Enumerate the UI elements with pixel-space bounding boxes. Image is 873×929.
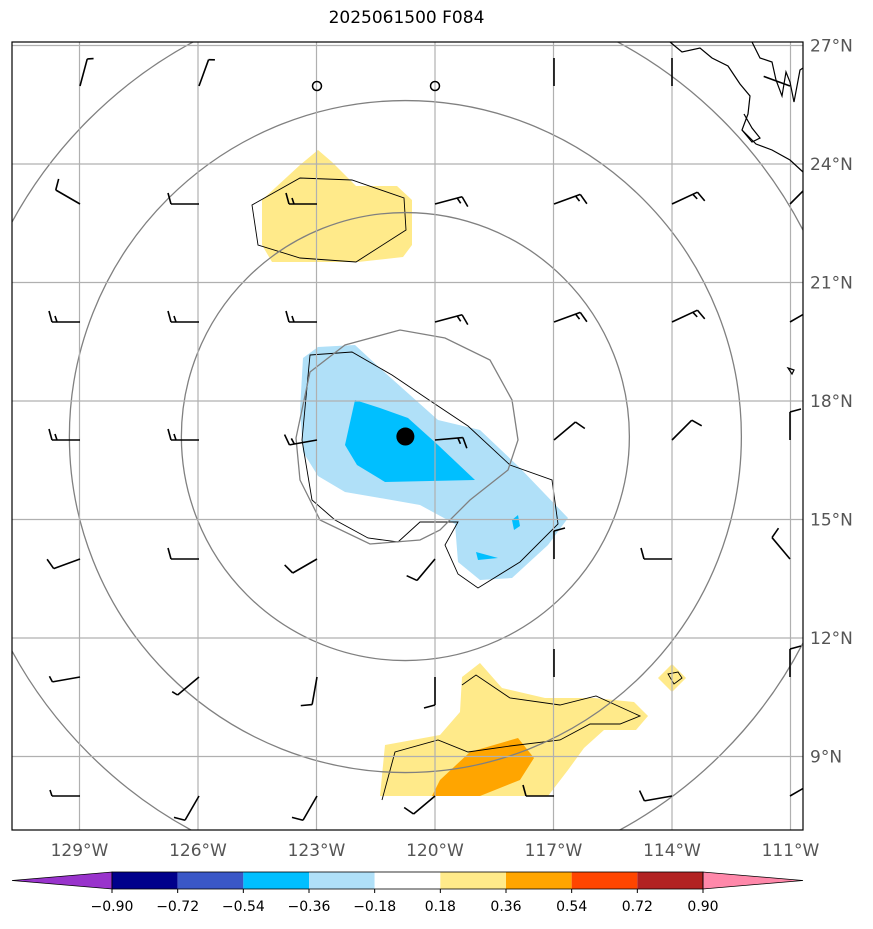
wind-barb — [291, 795, 318, 822]
longitude-label: 111°W — [762, 841, 820, 861]
wind-barb — [434, 313, 469, 326]
longitude-label: 120°W — [406, 841, 464, 861]
contour-lines — [251, 177, 683, 801]
colorbar-segment — [506, 872, 572, 889]
wind-barb — [48, 675, 81, 683]
wind-barbs — [46, 57, 803, 822]
colorbar-segment — [571, 872, 638, 889]
wind-barb — [789, 787, 803, 797]
wind-barb — [406, 558, 436, 582]
colorbar-label: −0.36 — [288, 899, 331, 915]
colorbar-label: 0.54 — [556, 899, 587, 915]
longitude-label: 126°W — [169, 841, 227, 861]
wind-barb — [671, 191, 706, 205]
wind-barb — [283, 434, 318, 446]
wind-barb — [171, 676, 200, 696]
calm-markers — [311, 80, 441, 92]
wind-barb — [167, 192, 199, 205]
wind-barb — [553, 193, 588, 205]
wind-barb — [173, 795, 200, 822]
wind-barb — [48, 428, 80, 441]
wind-barb — [638, 790, 673, 802]
wind-barb — [49, 789, 80, 797]
strong-negative-spot — [512, 515, 520, 530]
colorbar-label: 0.90 — [687, 899, 718, 915]
latitude-label: 15°N — [810, 511, 853, 531]
wind-barb — [198, 58, 215, 87]
wind-barb — [285, 192, 317, 205]
latitude-label: 21°N — [810, 274, 853, 294]
storm-center-marker — [396, 427, 415, 446]
wind-barb — [167, 310, 199, 323]
wind-barb — [434, 195, 469, 208]
wind-barb — [285, 310, 317, 323]
wind-barb — [553, 421, 586, 441]
map-border — [11, 41, 804, 831]
latitude-label: 27°N — [810, 37, 853, 57]
colorbar-label: 0.36 — [490, 899, 521, 915]
colorbar-segment — [243, 872, 309, 889]
wind-barb — [403, 795, 436, 815]
wind-barb — [46, 558, 81, 570]
radius-ring — [68, 99, 743, 774]
colorbar-segment — [177, 872, 244, 889]
inner-ring — [295, 329, 519, 545]
latitude-label: 9°N — [810, 748, 842, 768]
longitude-label: 117°W — [525, 841, 583, 861]
wind-barb — [671, 309, 706, 323]
colorbar-label: −0.90 — [91, 899, 134, 915]
wind-barb — [48, 310, 80, 323]
calm-marker — [311, 80, 323, 92]
colorbar-label: −0.54 — [222, 899, 265, 915]
colorbar-frame — [111, 871, 704, 890]
wind-barb — [671, 419, 703, 441]
colorbar-extend-high — [702, 871, 804, 890]
map-title: 2025061500 F084 — [328, 8, 485, 28]
wind-barb — [553, 311, 588, 323]
wind-barb — [434, 436, 468, 449]
longitude-label: 114°W — [643, 841, 701, 861]
strong-positive-anomaly — [432, 738, 534, 796]
longitude-labels: 129°W 126°W 123°W 120°W 117°W 114°W 111°W — [51, 841, 820, 861]
colorbar-label: −0.18 — [353, 899, 396, 915]
colorbar-label: 0.72 — [622, 899, 653, 915]
wind-barb — [167, 547, 199, 560]
latitude-label: 12°N — [810, 629, 853, 649]
wind-barb — [763, 75, 791, 87]
wind-barb — [789, 645, 802, 677]
wind-barb — [522, 784, 554, 797]
colorbar-segment — [374, 872, 441, 889]
wind-barb — [79, 57, 94, 87]
strong-negative-spot — [476, 552, 498, 560]
wind-barb — [300, 676, 318, 707]
colorbar-segment — [112, 872, 178, 889]
colorbar-label: 0.18 — [425, 899, 456, 915]
wind-barb — [789, 189, 803, 205]
colorbar: −0.90 −0.72 −0.54 −0.36 −0.18 0.18 0.36 0.54 0.7… — [11, 871, 804, 915]
wind-barb — [423, 677, 436, 709]
longitude-label: 129°W — [51, 841, 109, 861]
longitude-label: 123°W — [288, 841, 346, 861]
latitude-labels: 27°N 24°N 21°N 18°N 15°N 12°N 9°N — [810, 37, 853, 768]
wind-barb — [640, 547, 672, 560]
wind-barb — [54, 178, 81, 205]
colorbar-segment — [440, 872, 506, 889]
wind-barb — [167, 428, 199, 441]
wind-barb — [553, 527, 566, 559]
colorbar-segment — [309, 872, 375, 889]
colorbar-extend-low — [11, 871, 113, 890]
wind-barb — [771, 527, 791, 560]
radius-ring — [180, 211, 631, 662]
calm-marker — [429, 80, 441, 92]
latitude-label: 18°N — [810, 392, 853, 412]
positive-anomaly-south — [380, 663, 648, 796]
radius-rings — [12, 42, 803, 830]
wind-barb — [284, 558, 318, 574]
wind-barb — [789, 313, 803, 323]
latitude-label: 24°N — [810, 155, 853, 175]
colorbar-label: −0.72 — [156, 899, 199, 915]
wind-barb — [789, 408, 802, 440]
colorbar-segment — [637, 872, 703, 889]
